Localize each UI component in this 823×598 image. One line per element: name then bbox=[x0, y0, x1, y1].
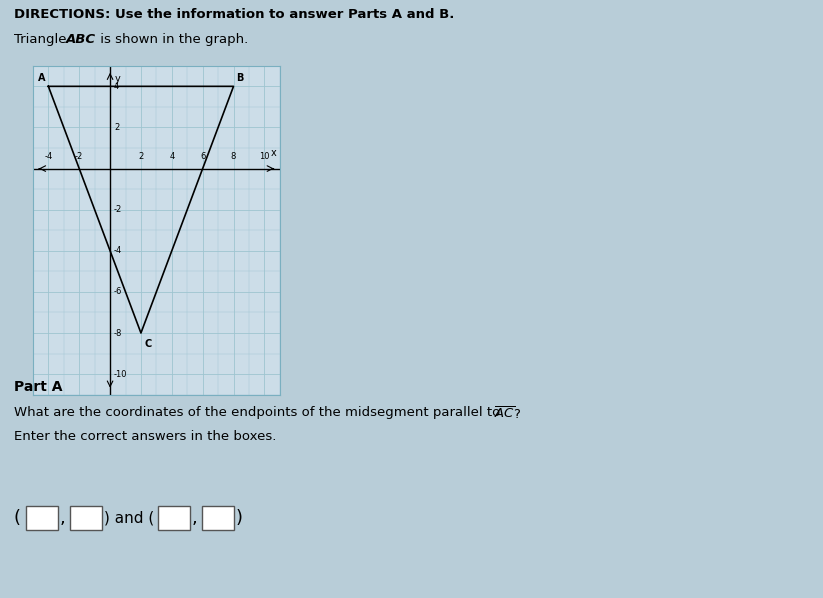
Text: ,: , bbox=[192, 509, 198, 527]
Text: x: x bbox=[271, 148, 277, 158]
Text: ,: , bbox=[60, 509, 66, 527]
Text: 6: 6 bbox=[200, 152, 206, 161]
Text: ABC: ABC bbox=[66, 33, 96, 46]
Text: -2: -2 bbox=[75, 152, 83, 161]
Text: ): ) bbox=[236, 509, 243, 527]
Text: is shown in the graph.: is shown in the graph. bbox=[96, 33, 249, 46]
Text: What are the coordinates of the endpoints of the midsegment parallel to: What are the coordinates of the endpoint… bbox=[14, 406, 504, 419]
Text: ) and (: ) and ( bbox=[104, 511, 154, 526]
Bar bbox=[202, 506, 234, 530]
Bar bbox=[26, 506, 58, 530]
Text: -10: -10 bbox=[114, 370, 128, 379]
Text: 4: 4 bbox=[114, 82, 119, 91]
Text: 4: 4 bbox=[170, 152, 174, 161]
Bar bbox=[158, 506, 190, 530]
Text: $\overline{AC}$?: $\overline{AC}$? bbox=[494, 406, 521, 422]
Text: A: A bbox=[38, 73, 45, 83]
Text: 8: 8 bbox=[230, 152, 236, 161]
Text: -6: -6 bbox=[114, 288, 123, 297]
Text: DIRECTIONS: Use the information to answer Parts A and B.: DIRECTIONS: Use the information to answe… bbox=[14, 8, 454, 21]
Text: Triangle: Triangle bbox=[14, 33, 71, 46]
Text: 10: 10 bbox=[259, 152, 270, 161]
Text: 2: 2 bbox=[138, 152, 143, 161]
Text: C: C bbox=[144, 339, 151, 349]
Text: y: y bbox=[114, 74, 120, 84]
Text: -2: -2 bbox=[114, 205, 122, 214]
Text: -8: -8 bbox=[114, 328, 123, 337]
Text: Part A: Part A bbox=[14, 380, 63, 394]
Bar bbox=[70, 506, 102, 530]
Text: -4: -4 bbox=[44, 152, 53, 161]
Text: B: B bbox=[237, 73, 244, 83]
Text: (: ( bbox=[14, 509, 21, 527]
Text: -4: -4 bbox=[114, 246, 122, 255]
Text: 2: 2 bbox=[114, 123, 119, 132]
Text: Enter the correct answers in the boxes.: Enter the correct answers in the boxes. bbox=[14, 430, 277, 443]
